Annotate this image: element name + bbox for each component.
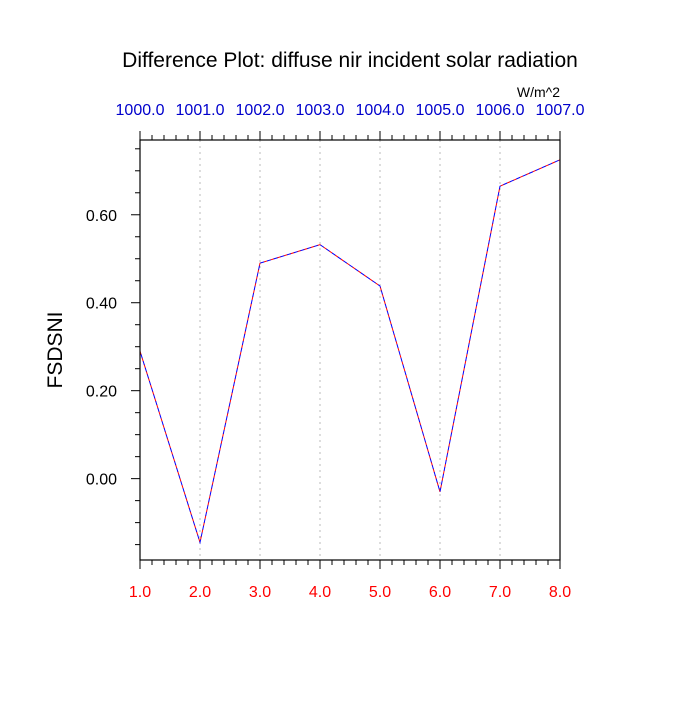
y-axis-label: FSDSNI: [44, 311, 67, 388]
y-tick-label: 0.60: [86, 208, 117, 225]
x-tick-label-top: 1003.0: [296, 102, 345, 119]
x-tick-label-bottom: 8.0: [549, 584, 571, 601]
x-tick-label-top: 1000.0: [116, 102, 165, 119]
units-label: W/m^2: [517, 84, 560, 100]
x-tick-label-bottom: 1.0: [129, 584, 151, 601]
x-tick-label-top: 1005.0: [416, 102, 465, 119]
x-tick-label-bottom: 2.0: [189, 584, 211, 601]
tick-labels-layer: 1.0 1000.0 2.0 1001.0 3.0 1002.0 4.0 1003.0 5.0 1…: [86, 102, 585, 601]
ticks-layer: [131, 131, 560, 569]
x-tick-label-top: 1007.0: [536, 102, 585, 119]
series-line-red: [140, 160, 560, 543]
x-tick-label-top: 1001.0: [176, 102, 225, 119]
series-line-blue: [140, 160, 560, 543]
series-layer: [140, 160, 560, 543]
x-tick-label-bottom: 3.0: [249, 584, 271, 601]
y-tick-label: 0.40: [86, 296, 117, 313]
x-tick-label-bottom: 7.0: [489, 584, 511, 601]
y-tick-label: 0.20: [86, 384, 117, 401]
x-tick-label-bottom: 5.0: [369, 584, 391, 601]
chart-title: Difference Plot: diffuse nir incident so…: [122, 49, 578, 72]
x-tick-label-bottom: 6.0: [429, 584, 451, 601]
x-tick-label-top: 1006.0: [476, 102, 525, 119]
y-tick-label: 0.00: [86, 472, 117, 489]
grid-layer: [200, 140, 500, 560]
x-tick-label-top: 1002.0: [236, 102, 285, 119]
x-tick-label-bottom: 4.0: [309, 584, 331, 601]
x-tick-label-top: 1004.0: [356, 102, 405, 119]
